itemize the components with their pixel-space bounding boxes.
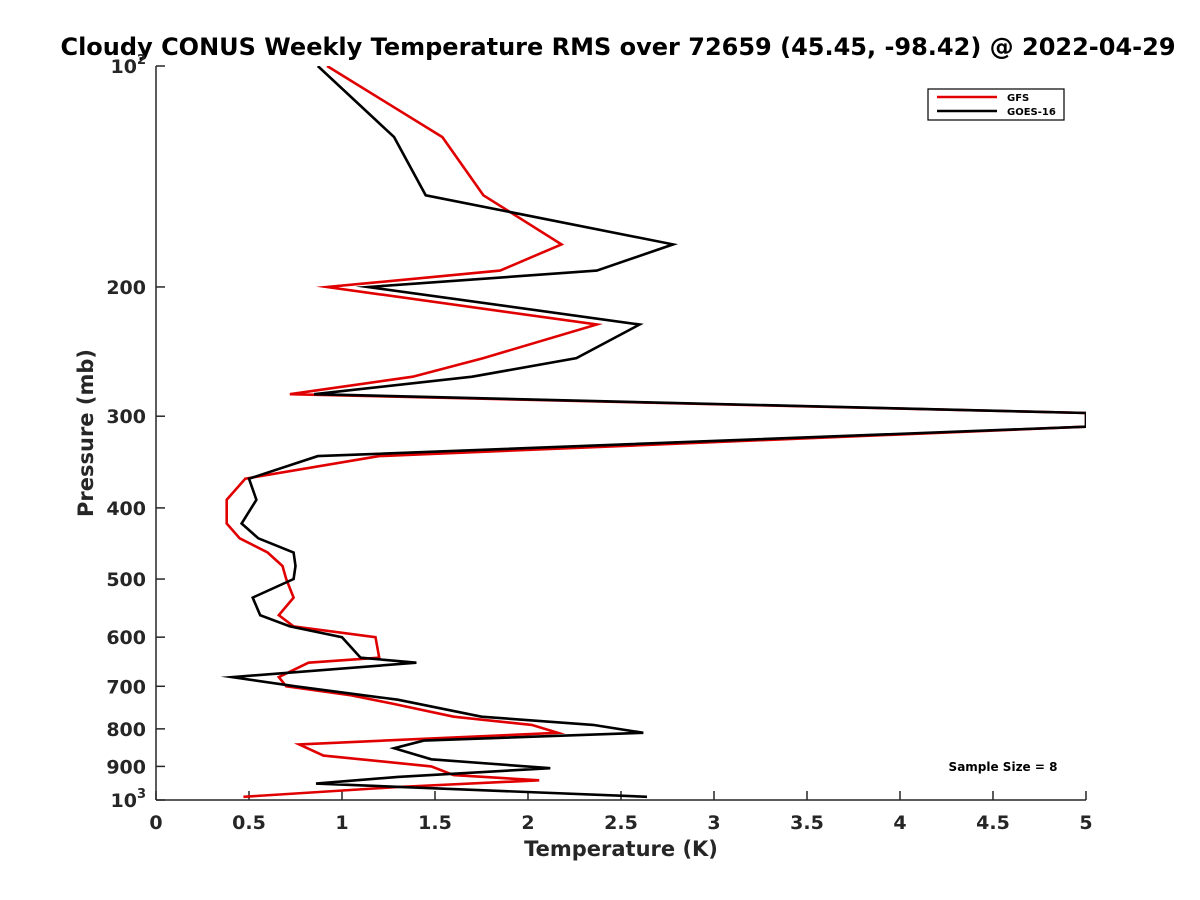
y-tick-label-exponent: 2: [137, 53, 146, 68]
x-tick-label: 3: [707, 812, 720, 834]
y-tick-label: 900: [106, 756, 146, 778]
legend: GFS GOES-16: [927, 88, 1065, 121]
legend-label-gfs: GFS: [1007, 93, 1029, 104]
y-tick-label: 102: [111, 53, 147, 78]
x-tick-label: 1: [335, 812, 348, 834]
y-tick-label: 103: [111, 787, 147, 812]
sample-size-annotation: Sample Size = 8: [949, 760, 1058, 774]
y-tick-label: 400: [106, 498, 146, 520]
y-tick-label: 300: [106, 406, 146, 428]
x-tick-label: 0.5: [232, 812, 266, 834]
x-tick-label: 4: [893, 812, 906, 834]
y-axis-label: Pressure (mb): [74, 349, 98, 517]
y-tick-label: 600: [106, 627, 146, 649]
y-tick-label: 200: [106, 277, 146, 299]
x-tick-label: 0: [149, 812, 162, 834]
x-tick-label: 1.5: [418, 812, 452, 834]
legend-label-goes-16: GOES-16: [1007, 107, 1056, 118]
y-tick-label-base: 10: [111, 56, 137, 78]
y-tick-label-base: 10: [111, 790, 137, 812]
y-tick-label: 800: [106, 719, 146, 741]
y-tick-label: 700: [106, 676, 146, 698]
x-tick-label: 2: [521, 812, 534, 834]
x-tick-label: 4.5: [976, 812, 1010, 834]
chart-title: Cloudy CONUS Weekly Temperature RMS over…: [60, 33, 1175, 61]
series-layer: [220, 66, 1086, 799]
y-tick-label-exponent: 3: [137, 787, 146, 802]
x-tick-label: 3.5: [790, 812, 824, 834]
series-line-gfs: [225, 66, 1086, 799]
x-tick-label: 2.5: [604, 812, 638, 834]
series-line-goes-16: [220, 66, 1086, 799]
x-tick-label: 5: [1079, 812, 1092, 834]
legend-box: [927, 88, 1065, 121]
x-axis-label: Temperature (K): [524, 837, 718, 861]
x-ticks: 0 0.5 1 1.5 2 2.5 3 3.5 4 4.5 5: [149, 791, 1093, 834]
y-tick-label: 500: [106, 569, 146, 591]
